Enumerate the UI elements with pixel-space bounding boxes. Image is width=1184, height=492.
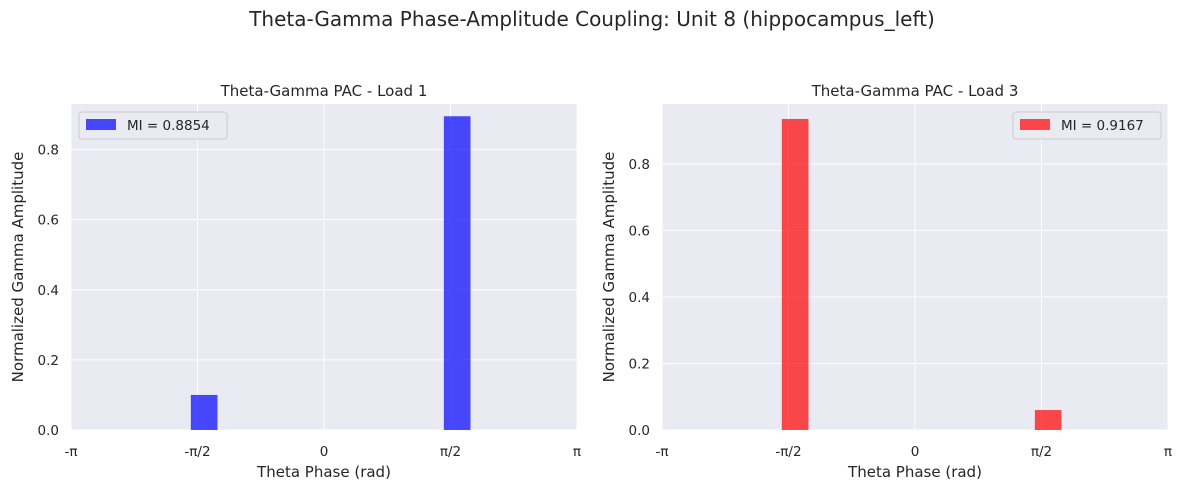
x-tick-label: -π/2: [184, 444, 210, 460]
x-tick-label: 0: [911, 444, 920, 460]
x-tick-label: π: [1164, 444, 1172, 460]
x-tick-label: -π: [656, 444, 669, 460]
y-tick-label: 0.8: [629, 157, 650, 173]
bar: [781, 118, 809, 430]
y-tick-labels: 0.0 0.2 0.4 0.6 0.8: [38, 143, 59, 439]
y-tick-label: 0.2: [38, 353, 59, 369]
y-tick-label: 0.4: [38, 283, 59, 299]
bar: [190, 394, 218, 430]
legend-box: [1012, 111, 1162, 140]
x-tick-label: π/2: [1031, 444, 1052, 460]
bar-group: [190, 116, 471, 431]
x-axis-label: Theta Phase (rad): [256, 463, 391, 481]
x-tick-labels: -π -π/2 0 π/2 π: [65, 444, 582, 460]
x-tick-label: -π: [65, 444, 78, 460]
bar: [443, 116, 471, 431]
figure-suptitle: Theta-Gamma Phase-Amplitude Coupling: Un…: [248, 7, 935, 31]
x-tick-label: 0: [320, 444, 329, 460]
panel-title: Theta-Gamma PAC - Load 1: [220, 82, 428, 100]
y-tick-labels: 0.0 0.2 0.4 0.6 0.8: [629, 157, 650, 439]
y-tick-label: 0.6: [38, 213, 59, 229]
legend: MI = 0.9167: [1012, 111, 1162, 140]
y-axis-label: Normalized Gamma Amplitude: [600, 152, 618, 383]
legend-swatch: [1020, 119, 1050, 130]
y-tick-label: 0.2: [629, 356, 650, 372]
x-tick-label: π/2: [440, 444, 461, 460]
chart-panel-load-3: -π -π/2 0 π/2 π 0.0 0.2 0.4 0.6 0.8 Theta-Gamma …: [600, 82, 1172, 481]
y-axis-label: Normalized Gamma Amplitude: [9, 152, 27, 383]
y-tick-label: 0.4: [629, 290, 650, 306]
legend-swatch: [86, 119, 116, 130]
y-tick-label: 0.6: [629, 223, 650, 239]
legend-label: MI = 0.9167: [1061, 118, 1144, 134]
y-tick-label: 0.0: [38, 423, 59, 439]
legend-label: MI = 0.8854: [127, 118, 210, 134]
legend-box: [78, 111, 228, 140]
bar: [1034, 410, 1062, 430]
x-tick-label: -π/2: [775, 444, 801, 460]
x-axis-label: Theta Phase (rad): [847, 463, 982, 481]
y-tick-label: 0.0: [629, 423, 650, 439]
bar-group: [781, 118, 1062, 430]
chart-panel-load-1: -π -π/2 0 π/2 π 0.0 0.2 0.4 0.6 0.8 Theta-Gamma …: [9, 82, 581, 481]
x-tick-labels: -π -π/2 0 π/2 π: [656, 444, 1173, 460]
legend: MI = 0.8854: [78, 111, 228, 140]
grid-lines: [70, 104, 578, 431]
panel-title: Theta-Gamma PAC - Load 3: [811, 82, 1019, 100]
x-tick-label: π: [573, 444, 581, 460]
y-tick-label: 0.8: [38, 143, 59, 159]
